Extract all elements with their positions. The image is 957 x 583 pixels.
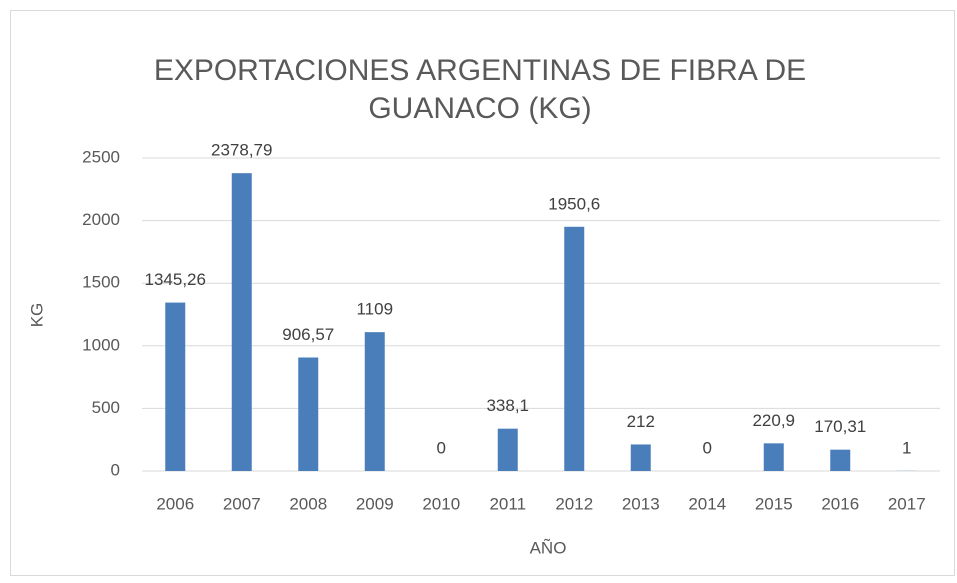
bar	[364, 332, 385, 471]
chart-title: EXPORTACIONES ARGENTINAS DE FIBRA DE GUA…	[153, 54, 807, 125]
x-tick-label: 2016	[821, 494, 859, 513]
value-label: 1345,26	[145, 270, 206, 289]
bar	[564, 226, 585, 471]
chart-border	[10, 10, 955, 576]
bar	[497, 428, 518, 471]
y-tick-label: 2500	[82, 147, 120, 166]
value-label: 1	[902, 438, 911, 457]
bar	[298, 357, 319, 471]
x-axis-label: AÑO	[530, 538, 567, 557]
value-label: 1109	[356, 300, 393, 319]
bar	[763, 443, 784, 471]
bar	[231, 173, 252, 472]
y-tick-label: 0	[111, 460, 120, 479]
value-label: 906,57	[282, 325, 334, 344]
y-axis-label: KG	[27, 303, 46, 328]
x-tick-label: 2007	[223, 494, 261, 513]
x-tick-label: 2009	[356, 494, 394, 513]
y-tick-label: 1000	[82, 335, 120, 354]
x-tick-label: 2006	[156, 494, 194, 513]
value-label: 212	[627, 412, 655, 431]
value-label: 1950,6	[548, 194, 600, 213]
y-tick-label: 1500	[82, 273, 120, 292]
x-tick-label: 2013	[622, 494, 660, 513]
bar	[830, 449, 851, 471]
x-tick-label: 2011	[489, 494, 526, 513]
x-tick-label: 2014	[688, 494, 726, 513]
x-tick-label: 2017	[888, 494, 926, 513]
x-tick-label: 2008	[289, 494, 327, 513]
bar	[630, 444, 651, 471]
value-label: 0	[703, 438, 712, 457]
value-label: 2378,79	[211, 141, 272, 160]
value-label: 170,31	[814, 417, 866, 436]
x-tick-label: 2010	[422, 494, 460, 513]
value-label: 220,9	[752, 411, 795, 430]
bar	[165, 302, 186, 471]
value-label: 0	[437, 438, 446, 457]
x-tick-label: 2012	[555, 494, 593, 513]
y-tick-label: 500	[92, 398, 120, 417]
value-label: 338,1	[486, 396, 529, 415]
x-tick-label: 2015	[755, 494, 793, 513]
y-tick-label: 2000	[82, 210, 120, 229]
